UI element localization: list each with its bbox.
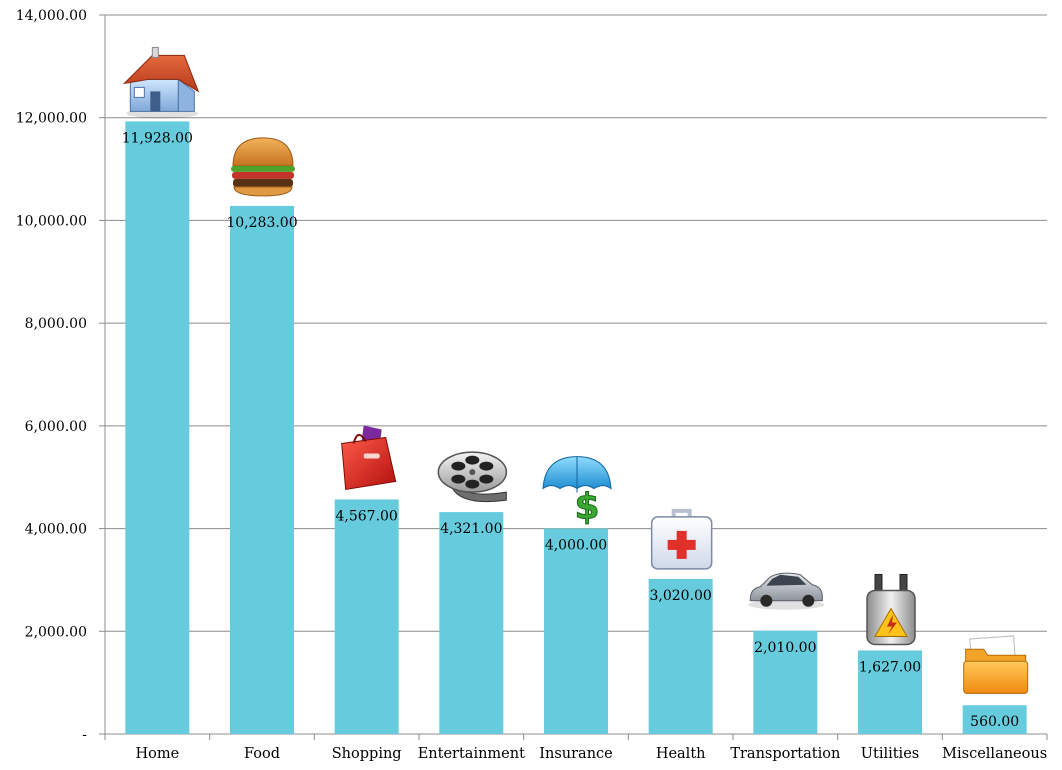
data-label: 4,321.00 — [440, 521, 502, 537]
bar-food — [230, 205, 294, 734]
bar-health — [648, 578, 713, 734]
x-tick-label: Health — [656, 746, 706, 762]
data-label: 4,567.00 — [335, 508, 397, 524]
shopping-bag-icon — [341, 425, 397, 491]
category-icons: $ — [122, 46, 1029, 694]
svg-text:$: $ — [574, 487, 599, 528]
car-icon — [748, 572, 825, 610]
power-transformer-icon — [866, 573, 916, 646]
film-reel-icon — [437, 451, 508, 503]
y-tick-label: 6,000.00 — [25, 419, 87, 435]
first-aid-kit-icon — [650, 508, 713, 570]
y-tick-label: 4,000.00 — [25, 522, 87, 538]
bar-transportation — [753, 630, 818, 734]
y-tick-label: 2,000.00 — [25, 624, 87, 640]
bar-shopping — [334, 499, 399, 734]
x-tick-label: Insurance — [539, 746, 612, 762]
bar-utilities — [858, 650, 922, 734]
y-tick-label: 14,000.00 — [16, 8, 87, 24]
x-tick-label: Entertainment — [418, 746, 525, 762]
bar-insurance — [544, 528, 608, 734]
data-label: 2,010.00 — [754, 640, 816, 656]
x-tick-label: Miscellaneous — [942, 746, 1047, 762]
data-labels: 11,928.00 10,283.00 4,567.00 4,321.00 4,000.… — [122, 130, 1019, 730]
x-tick-label: Transportation — [730, 746, 840, 762]
bar-entertainment — [439, 512, 504, 734]
data-label: 10,283.00 — [226, 215, 297, 231]
bars — [125, 121, 1027, 735]
x-tick-label: Utilities — [861, 746, 919, 762]
data-label: 3,020.00 — [649, 588, 711, 604]
y-tick-label: 12,000.00 — [16, 111, 87, 127]
x-tick-label: Home — [135, 746, 179, 762]
y-tick-label: - — [82, 727, 87, 743]
data-label: 1,627.00 — [859, 659, 921, 675]
folder-icon — [963, 635, 1029, 694]
burger-icon — [231, 137, 295, 197]
data-label: 11,928.00 — [122, 130, 193, 146]
bar-home — [125, 121, 190, 735]
umbrella-dollar-icon: $ — [542, 456, 612, 528]
data-label: 560.00 — [970, 714, 1019, 730]
data-label: 4,000.00 — [545, 538, 607, 554]
x-tick-label: Shopping — [332, 746, 402, 762]
x-tick-label: Food — [244, 746, 280, 762]
y-tick-label: 10,000.00 — [16, 213, 87, 229]
bar-miscellaneous — [962, 705, 1027, 734]
y-tick-label: 8,000.00 — [25, 316, 87, 332]
house-icon — [122, 46, 200, 119]
